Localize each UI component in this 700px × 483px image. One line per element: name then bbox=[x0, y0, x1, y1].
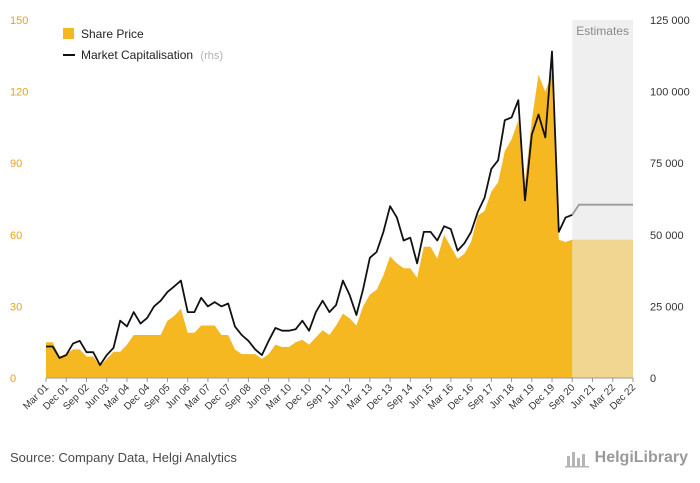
y-left-tick-label: 0 bbox=[10, 373, 16, 385]
legend-swatch-share-price bbox=[63, 28, 74, 39]
share-price-area bbox=[46, 72, 573, 378]
y-left-tick-label: 150 bbox=[10, 15, 28, 27]
legend-label-share-price: Share Price bbox=[81, 27, 144, 41]
y-right-tick-label: 50 000 bbox=[650, 230, 684, 242]
y-left-tick-label: 60 bbox=[10, 230, 22, 242]
footer: Source: Company Data, Helgi Analytics He… bbox=[0, 440, 700, 483]
helgi-logo-icon bbox=[564, 452, 589, 468]
y-right-tick-label: 25 000 bbox=[650, 301, 684, 313]
market-cap-estimate-line bbox=[571, 203, 633, 216]
legend: Share Price Market Capitalisation (rhs) bbox=[63, 27, 223, 62]
y-axis-left: 0 30 60 90 120 150 bbox=[10, 15, 28, 385]
plot-area bbox=[46, 50, 633, 378]
estimates-band bbox=[572, 20, 633, 378]
brand: HelgiLibrary bbox=[564, 448, 688, 468]
legend-market-cap-text: Market Capitalisation bbox=[81, 48, 193, 62]
y-right-tick-label: 125 000 bbox=[650, 15, 690, 27]
y-axis-right: 0 25 000 50 000 75 000 100 000 125 000 bbox=[650, 15, 690, 385]
legend-market-cap-note: (rhs) bbox=[200, 50, 223, 62]
y-right-tick-label: 0 bbox=[650, 373, 656, 385]
y-right-tick-label: 100 000 bbox=[650, 87, 690, 99]
estimates-label: Estimates bbox=[576, 24, 629, 38]
y-left-tick-label: 120 bbox=[10, 87, 28, 99]
legend-label-market-cap: Market Capitalisation (rhs) bbox=[81, 48, 223, 62]
market-cap-line bbox=[46, 50, 573, 366]
y-right-tick-label: 75 000 bbox=[650, 158, 684, 170]
brand-name: HelgiLibrary bbox=[594, 449, 688, 466]
y-left-tick-label: 30 bbox=[10, 301, 22, 313]
y-left-tick-label: 90 bbox=[10, 158, 22, 170]
chart: Estimates 0 30 60 90 120 150 0 25 000 50 000 75 … bbox=[10, 15, 690, 413]
source-note: Source: Company Data, Helgi Analytics bbox=[10, 450, 237, 465]
share-price-area-estimate bbox=[572, 239, 633, 378]
